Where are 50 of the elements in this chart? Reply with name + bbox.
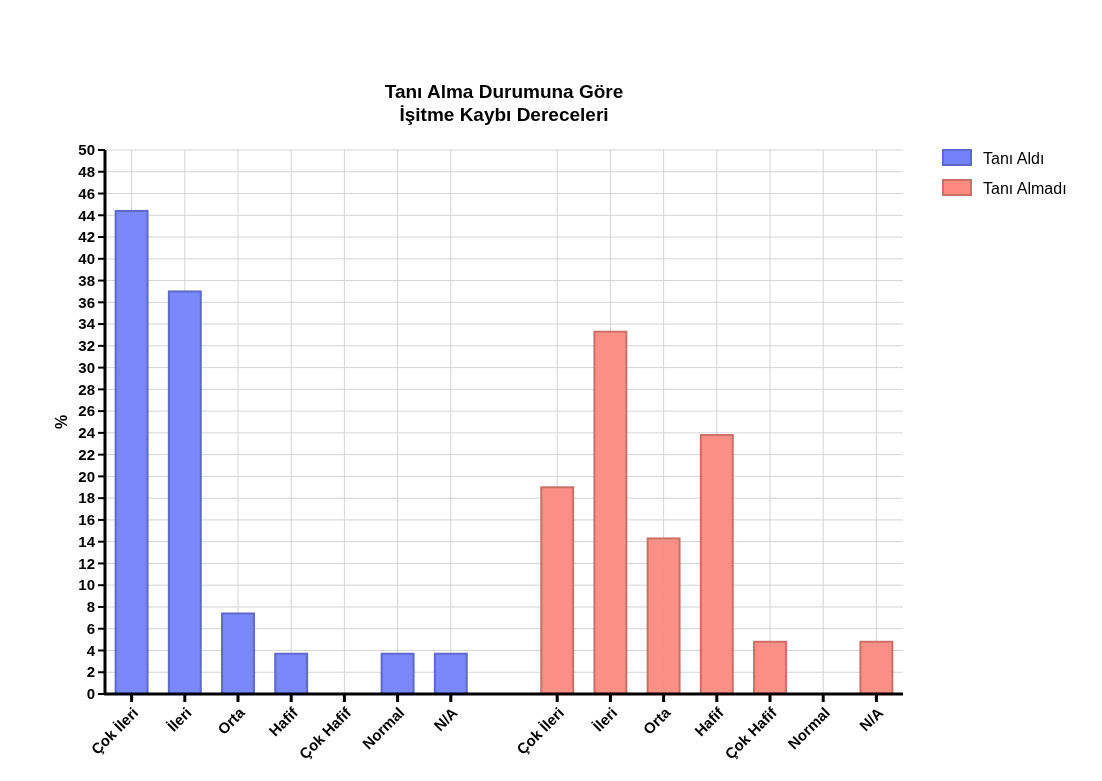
y-tick-label: 22: [78, 445, 95, 463]
x-tick-label: Orta: [639, 703, 674, 738]
bar: [859, 640, 894, 695]
x-tick-label: Çok İleri: [513, 703, 568, 758]
y-tick-label: 50: [78, 141, 95, 159]
y-tick-label: 36: [78, 293, 95, 311]
y-tick-label: 32: [78, 337, 95, 355]
bar: [540, 486, 575, 695]
bar: [380, 652, 415, 695]
y-tick-label: 8: [86, 598, 95, 616]
legend-label: Tanı Aldı: [983, 149, 1045, 167]
legend-label: Tanı Almadı: [983, 179, 1067, 197]
y-tick-label: 46: [78, 184, 95, 202]
bar: [114, 209, 149, 695]
y-tick-label: 42: [78, 228, 95, 246]
x-tick-label: Orta: [214, 703, 249, 738]
y-tick-label: 44: [78, 206, 96, 224]
bar: [593, 330, 628, 695]
y-tick-label: 18: [78, 489, 95, 507]
y-tick-label: 24: [78, 424, 96, 442]
x-tick-label: N/A: [430, 703, 461, 735]
y-tick-label: 2: [86, 663, 95, 681]
y-tick-label: 12: [78, 554, 95, 572]
bar: [274, 652, 309, 695]
bar: [753, 640, 787, 695]
y-tick-label: 16: [78, 511, 95, 529]
y-tick-label: 4: [86, 641, 96, 659]
x-tick-label: İleri: [589, 703, 621, 735]
y-tick-label: 0: [86, 685, 95, 703]
x-tick-label: İleri: [163, 703, 195, 735]
y-tick-label: 28: [78, 380, 95, 398]
x-tick-label: Çok İleri: [87, 703, 142, 758]
bar: [699, 434, 734, 695]
bar: [646, 537, 681, 695]
y-tick-label: 40: [78, 250, 95, 268]
bar: [221, 612, 255, 695]
bar: [167, 290, 202, 695]
x-tick-label: N/A: [855, 703, 887, 735]
chart-title: Tanı Alma Durumuna Göre İşitme Kaybı Dereceleri: [384, 81, 624, 125]
y-tick-label: 34: [78, 315, 96, 333]
y-tick-label: 30: [78, 358, 95, 376]
y-tick-label: 20: [78, 467, 95, 485]
y-axis-title: %: [53, 414, 70, 430]
y-tick-label: 6: [86, 619, 95, 637]
y-tick-label: 26: [78, 402, 95, 420]
y-tick-label: 10: [78, 576, 95, 594]
y-tick-label: 14: [78, 532, 96, 550]
y-tick-label: 48: [78, 163, 95, 181]
bar: [433, 652, 468, 695]
y-tick-label: 38: [78, 271, 95, 289]
